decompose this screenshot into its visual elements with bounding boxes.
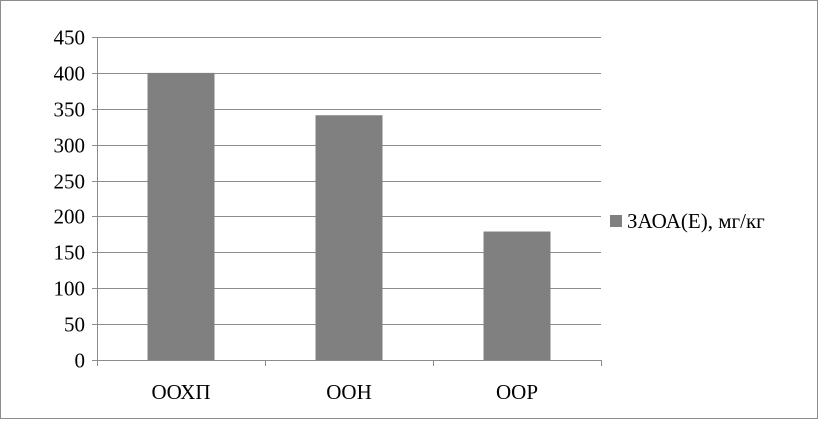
y-tick-label: 250 xyxy=(54,170,86,194)
bar xyxy=(147,72,215,360)
y-tick-label: 0 xyxy=(75,349,86,373)
y-tick-label: 50 xyxy=(64,313,85,337)
x-tick-label: ООН xyxy=(326,380,372,404)
y-tick-label: 400 xyxy=(54,62,86,86)
y-tick-label: 200 xyxy=(54,205,86,229)
y-tick-label: 100 xyxy=(54,277,86,301)
y-tick-label: 300 xyxy=(54,134,86,158)
bar xyxy=(483,231,551,360)
y-tick-label: 350 xyxy=(54,98,86,122)
x-tick-label: ООР xyxy=(496,380,538,404)
legend: ЗАОА(Е), мг/кг xyxy=(610,209,765,233)
legend-label: ЗАОА(Е), мг/кг xyxy=(627,209,765,233)
y-tick-label: 150 xyxy=(54,241,86,265)
bars xyxy=(147,72,551,360)
bar xyxy=(315,115,383,360)
y-tick-labels: 0 50 100 150 200 250 300 350 400 450 xyxy=(54,26,86,373)
axes xyxy=(92,37,602,366)
x-tick-label: ООХП xyxy=(151,380,210,404)
y-tick-label: 450 xyxy=(54,26,86,50)
legend-swatch xyxy=(610,215,622,227)
x-tick-labels: ООХП ООН ООР xyxy=(151,380,538,404)
